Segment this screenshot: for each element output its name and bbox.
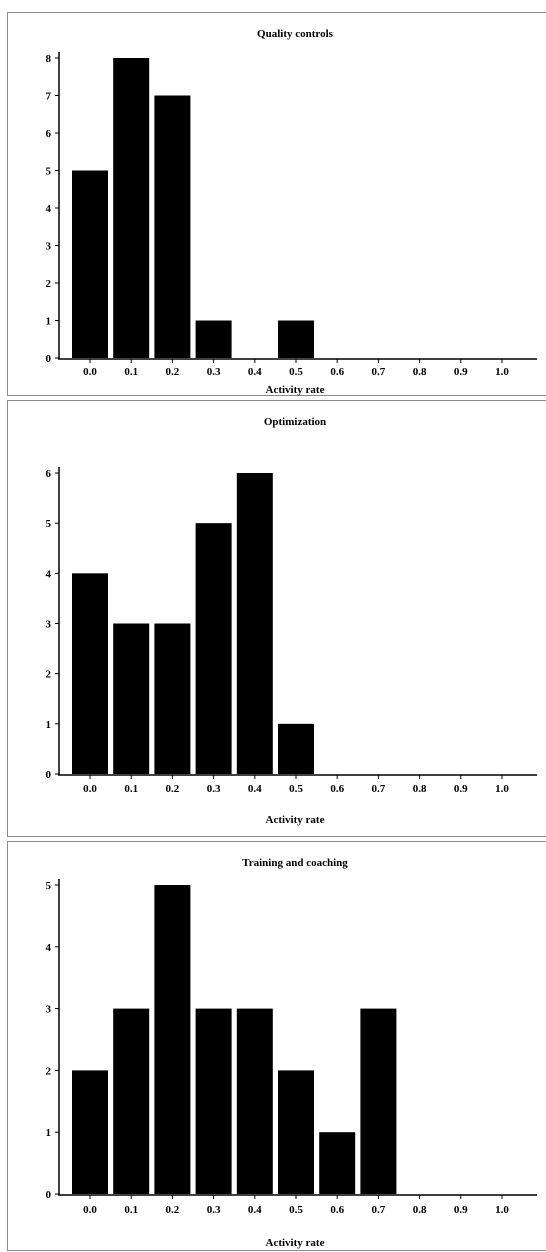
x-tick-label: 0.4 — [248, 783, 262, 795]
y-tick-label: 4 — [46, 568, 52, 580]
x-tick-label: 0.6 — [330, 1204, 344, 1216]
y-tick-label: 2 — [46, 669, 52, 681]
x-tick-label: 0.7 — [372, 366, 386, 378]
bar-0.4 — [236, 473, 273, 774]
x-tick-label: 0.0 — [83, 366, 97, 378]
x-axis-label: Activity rate — [266, 384, 325, 396]
bar-0.2 — [154, 623, 191, 774]
histogram-optimization: Optimization Activity rate 0 1 2 3 4 5 6 0.0 0.1… — [46, 416, 537, 826]
x-tick-label: 0.4 — [248, 366, 262, 378]
y-tick-label: 5 — [46, 166, 52, 178]
y-tick-label: 6 — [46, 128, 52, 140]
x-tick-label: 0.3 — [207, 1204, 221, 1216]
bar-0.2 — [154, 95, 191, 358]
chart-title: Quality controls — [257, 28, 334, 40]
x-tick-label: 0.3 — [207, 783, 221, 795]
bar-0.3 — [195, 1008, 232, 1194]
chart-title: Optimization — [264, 416, 326, 428]
x-tick-label: 1.0 — [495, 783, 509, 795]
bar-0.4 — [236, 1008, 273, 1194]
x-tick-label: 0.9 — [454, 366, 468, 378]
y-tick-label: 1 — [46, 719, 52, 731]
x-tick-label: 0.2 — [166, 366, 180, 378]
x-tick-label: 0.5 — [289, 783, 303, 795]
x-tick-label: 0.5 — [289, 1204, 303, 1216]
bar-0.3 — [195, 320, 232, 358]
y-tick-label: 0 — [46, 353, 52, 365]
x-axis-label: Activity rate — [266, 814, 325, 826]
bar-0.1 — [113, 623, 150, 774]
x-tick-label: 0.9 — [454, 1204, 468, 1216]
chart-panel-optimization: Optimization Activity rate 0 1 2 3 4 5 6 0.0 0.1… — [7, 400, 546, 837]
y-tick-label: 4 — [46, 203, 52, 215]
chart-panel-quality-controls: Quality controls Activity rate 0 1 2 3 4 5 6 7 8… — [7, 12, 546, 396]
y-tick-label: 3 — [46, 241, 52, 253]
y-tick-label: 4 — [46, 942, 52, 954]
x-tick-label: 0.2 — [166, 783, 180, 795]
x-tick-label: 0.8 — [413, 783, 427, 795]
histogram-training-and-coaching: Training and coaching Activity rate 0 1 2 3… — [46, 857, 537, 1249]
bar-0.7 — [360, 1008, 397, 1194]
bar-0.1 — [113, 58, 150, 358]
bar-0.0 — [72, 573, 108, 774]
x-tick-label: 0.6 — [330, 366, 344, 378]
histogram-quality-controls: Quality controls Activity rate 0 1 2 3 4 5 6 7 8… — [46, 28, 537, 396]
y-tick-label: 2 — [46, 1065, 52, 1077]
x-tick-label: 0.5 — [289, 366, 303, 378]
chart-panel-training-and-coaching: Training and coaching Activity rate 0 1 2 3… — [7, 841, 546, 1251]
x-axis-label: Activity rate — [266, 1237, 325, 1249]
x-tick-label: 0.3 — [207, 366, 221, 378]
y-tick-label: 7 — [46, 91, 52, 103]
bar-0.3 — [195, 523, 232, 774]
chart-title: Training and coaching — [242, 857, 348, 869]
x-tick-label: 1.0 — [495, 1204, 509, 1216]
x-tick-label: 0.2 — [166, 1204, 180, 1216]
x-tick-label: 0.8 — [413, 1204, 427, 1216]
y-tick-label: 2 — [46, 278, 52, 290]
bar-0.5 — [278, 320, 314, 358]
x-tick-label: 1.0 — [495, 366, 509, 378]
y-tick-label: 8 — [46, 53, 52, 65]
x-tick-label: 0.1 — [124, 366, 138, 378]
y-tick-label: 6 — [46, 468, 52, 480]
bar-0.5 — [278, 1070, 314, 1194]
x-tick-label: 0.0 — [83, 1204, 97, 1216]
bar-0.0 — [72, 170, 108, 358]
bar-0.2 — [154, 885, 191, 1194]
bar-0.0 — [72, 1070, 108, 1194]
y-tick-label: 5 — [46, 880, 52, 892]
bar-0.6 — [319, 1132, 356, 1194]
bar-0.5 — [278, 723, 314, 774]
x-tick-label: 0.8 — [413, 366, 427, 378]
y-tick-label: 5 — [46, 518, 52, 530]
x-tick-label: 0.1 — [124, 783, 138, 795]
x-tick-label: 0.7 — [372, 1204, 386, 1216]
bar-0.1 — [113, 1008, 150, 1194]
x-tick-label: 0.0 — [83, 783, 97, 795]
x-tick-label: 0.4 — [248, 1204, 262, 1216]
x-tick-label: 0.9 — [454, 783, 468, 795]
y-tick-label: 1 — [46, 316, 52, 328]
x-tick-label: 0.6 — [330, 783, 344, 795]
x-tick-label: 0.1 — [124, 1204, 138, 1216]
y-tick-label: 3 — [46, 619, 52, 631]
y-tick-label: 0 — [46, 1189, 52, 1201]
x-tick-label: 0.7 — [372, 783, 386, 795]
y-tick-label: 0 — [46, 769, 52, 781]
y-tick-label: 3 — [46, 1004, 52, 1016]
y-tick-label: 1 — [46, 1127, 52, 1139]
